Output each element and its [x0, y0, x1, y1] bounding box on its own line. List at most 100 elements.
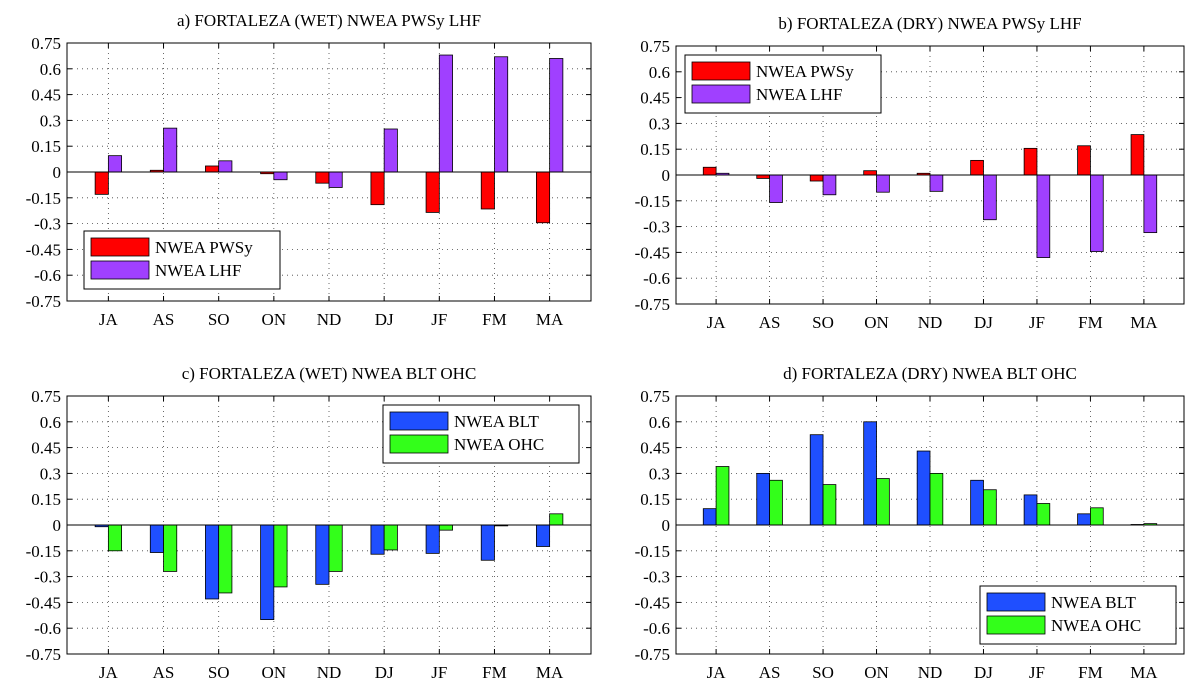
bar-1-jf: [425, 171, 440, 213]
bar-2-jf: [1036, 174, 1051, 258]
bar-1-fm: [480, 171, 495, 210]
y-tick-label: 0.3: [649, 464, 670, 483]
bar-1-so: [809, 434, 824, 526]
bar-1-dj: [370, 171, 385, 206]
bar-1-ja: [702, 166, 717, 176]
bar-1-fm: [1077, 145, 1091, 176]
bar-2-so: [822, 484, 837, 526]
y-tick-label: -0.15: [635, 192, 670, 211]
bar-2-so: [218, 160, 233, 173]
bar-1-on: [863, 170, 877, 176]
bar-1-nd: [315, 524, 330, 585]
bar-1-as: [149, 524, 164, 553]
y-tick-label: 0.3: [40, 111, 61, 130]
bar-1-nd: [916, 450, 931, 526]
bar-2-dj: [383, 524, 398, 551]
bar-2-ja: [107, 155, 123, 173]
x-tick-label: ND: [918, 663, 943, 681]
bar-1-as: [756, 174, 770, 179]
legend-label-2: NWEA LHF: [155, 261, 241, 280]
y-tick-label: 0.15: [31, 490, 61, 509]
y-tick-label: 0.3: [40, 464, 61, 483]
bar-2-on: [876, 174, 890, 193]
bar-1-so: [205, 165, 220, 173]
bar-1-as: [756, 472, 770, 526]
y-tick-label: -0.15: [26, 542, 61, 561]
bar-2-as: [769, 174, 783, 203]
bar-1-dj: [970, 479, 984, 526]
legend-label-1: NWEA PWSy: [756, 62, 854, 81]
y-tick-label: -0.6: [34, 266, 61, 285]
y-tick-label: 0.3: [649, 114, 670, 133]
x-tick-label: JA: [707, 313, 727, 332]
x-tick-label: DJ: [974, 313, 993, 332]
x-tick-label: JF: [1029, 313, 1045, 332]
y-tick-label: 0.75: [31, 387, 61, 406]
x-tick-label: DJ: [974, 663, 993, 681]
x-tick-label: DJ: [375, 310, 394, 329]
chart-title: d) FORTALEZA (DRY) NWEA BLT OHC: [783, 364, 1077, 383]
x-tick-label: ON: [864, 313, 889, 332]
chart-panel-3: c) FORTALEZA (WET) NWEA BLT OHC 0.75 0.6 0.…: [26, 364, 592, 681]
chart-title: c) FORTALEZA (WET) NWEA BLT OHC: [182, 364, 477, 383]
bar-1-jf: [1023, 147, 1038, 176]
x-tick-label: ON: [262, 663, 287, 681]
bar-1-ma: [535, 524, 551, 547]
y-tick-label: 0.45: [31, 439, 61, 458]
y-tick-label: -0.3: [643, 218, 670, 237]
y-tick-label: 0.6: [649, 413, 670, 432]
bar-2-nd: [929, 472, 944, 526]
y-tick-label: 0.75: [31, 34, 61, 53]
bar-2-as: [163, 524, 178, 572]
bar-2-fm: [494, 56, 509, 173]
x-tick-label: MA: [536, 663, 564, 681]
x-tick-label: SO: [812, 313, 834, 332]
bar-2-on: [273, 524, 288, 588]
x-tick-label: SO: [812, 663, 834, 681]
y-tick-label: -0.15: [635, 542, 670, 561]
bar-2-ma: [549, 58, 564, 173]
x-tick-label: FM: [1078, 663, 1103, 681]
y-tick-label: 0.15: [31, 137, 61, 156]
y-tick-label: -0.75: [635, 645, 670, 664]
y-tick-label: -0.75: [26, 645, 61, 664]
y-tick-label: 0.15: [640, 140, 670, 159]
y-tick-label: 0: [53, 163, 62, 182]
x-tick-label: SO: [208, 663, 230, 681]
bar-1-on: [260, 524, 275, 620]
x-tick-label: ND: [317, 310, 342, 329]
legend-swatch-2: [986, 615, 1046, 635]
legend: NWEA BLT NWEA OHC: [382, 404, 580, 464]
x-tick-label: AS: [153, 663, 175, 681]
legend: NWEA PWSy NWEA LHF: [83, 230, 281, 290]
x-tick-label: JF: [431, 310, 447, 329]
y-tick-label: -0.6: [643, 619, 670, 638]
y-tick-label: -0.75: [26, 292, 61, 311]
bar-1-ja: [94, 171, 109, 195]
chart-panel-4: d) FORTALEZA (DRY) NWEA BLT OHC 0.75 0.6 0.…: [635, 364, 1185, 681]
bar-1-fm: [480, 524, 495, 561]
x-tick-label: FM: [482, 310, 507, 329]
x-tick-label: ND: [317, 663, 342, 681]
y-tick-label: -0.6: [34, 619, 61, 638]
bar-2-jf: [1036, 503, 1051, 526]
y-tick-label: -0.3: [34, 215, 61, 234]
y-tick-label: 0.75: [640, 387, 670, 406]
legend-label-2: NWEA OHC: [1051, 616, 1141, 635]
bar-1-ja: [702, 508, 717, 526]
y-tick-label: 0.45: [640, 439, 670, 458]
legend-swatch-1: [986, 592, 1046, 612]
bar-2-so: [218, 524, 233, 594]
bar-2-fm: [1090, 507, 1104, 526]
legend-swatch-1: [389, 411, 449, 431]
bar-1-ma: [535, 171, 551, 224]
bar-1-dj: [370, 524, 385, 555]
legend-swatch-1: [691, 61, 751, 81]
x-tick-label: MA: [1130, 663, 1158, 681]
y-tick-label: -0.45: [26, 593, 61, 612]
bar-2-on: [876, 478, 890, 526]
y-tick-label: 0.45: [31, 86, 61, 105]
bar-1-fm: [1077, 513, 1091, 526]
bar-2-jf: [438, 524, 453, 531]
y-tick-label: -0.45: [26, 240, 61, 259]
